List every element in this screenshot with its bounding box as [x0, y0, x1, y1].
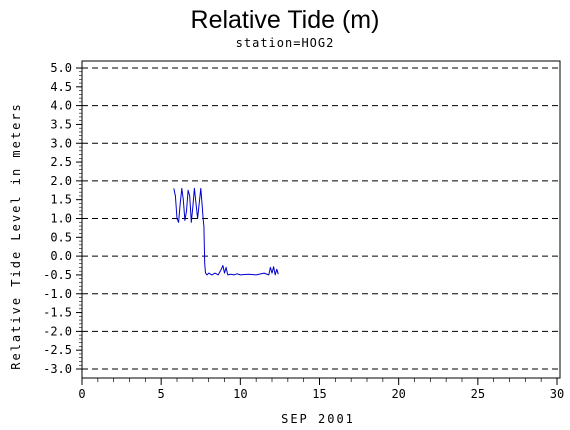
- y-tick-label: -2.0: [43, 324, 72, 338]
- y-axis-label: Relative Tide Level in meters: [9, 102, 23, 370]
- y-tick-label: -3.0: [43, 362, 72, 376]
- y-tick-label: 0.5: [50, 230, 72, 244]
- x-tick-label: 30: [550, 387, 564, 401]
- y-tick-label: -0.5: [43, 268, 72, 282]
- x-tick-label: 0: [78, 387, 85, 401]
- y-tick-label: 3.0: [50, 136, 72, 150]
- x-axis: 0 5 10 15 20 25 30: [78, 378, 564, 401]
- gridlines: [82, 67, 560, 370]
- y-tick-label: 3.5: [50, 117, 72, 131]
- y-tick-label: -1.5: [43, 306, 72, 320]
- y-tick-label: 4.0: [50, 99, 72, 113]
- x-tick-label: 10: [233, 387, 247, 401]
- y-tick-label: 4.5: [50, 80, 72, 94]
- x-tick-label: 5: [158, 387, 165, 401]
- x-axis-label: SEP 2001: [281, 412, 355, 426]
- series-group: [173, 187, 279, 276]
- x-tick-label: 20: [391, 387, 405, 401]
- x-tick-label: 25: [471, 387, 485, 401]
- y-tick-label: -1.0: [43, 287, 72, 301]
- y-tick-label: -2.5: [43, 343, 72, 357]
- plot-area-frame: [81, 60, 561, 379]
- y-tick-label: 5.0: [50, 61, 72, 75]
- y-tick-label: 2.0: [50, 174, 72, 188]
- y-tick-label: 1.5: [50, 193, 72, 207]
- chart-subtitle: station=HOG2: [235, 36, 335, 50]
- y-tick-label: 2.5: [50, 155, 72, 169]
- chart-title: Relative Tide (m): [190, 6, 380, 34]
- y-tick-label: 1.0: [50, 212, 72, 226]
- y-tick-label: 0.0: [50, 249, 72, 263]
- x-tick-label: 15: [312, 387, 326, 401]
- tide-series-line: [173, 187, 279, 276]
- y-axis: 5.0 4.5 4.0 3.5 3.0 2.5 2.0 1.5 1.0 0.5 0.0 -0.5 -1.…: [43, 61, 82, 376]
